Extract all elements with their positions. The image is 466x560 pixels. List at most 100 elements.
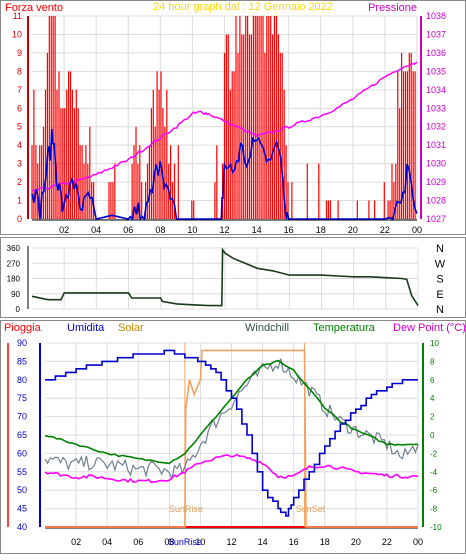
tick-temperature-4: 4	[430, 394, 435, 403]
tick-direction-90: 90	[11, 290, 20, 299]
tick-temp-hour-08: 08	[164, 537, 174, 547]
compass-label-4: N	[436, 304, 444, 316]
temperature-panel-frame	[0, 320, 466, 554]
sunrise-label: SunRise	[169, 504, 203, 514]
legend-pioggia: Pioggia	[4, 322, 42, 334]
tick-pressure-1029: 1029	[426, 177, 446, 187]
legend-temperatura: Temperatura	[313, 322, 376, 334]
tick-wind-5: 5	[17, 122, 22, 132]
compass-label-2: S	[436, 274, 443, 286]
tick-hour-16: 16	[284, 225, 294, 235]
compass-label-0: N	[436, 243, 444, 255]
temperature-humidity-plot: 4045505560657075808590-10-8-6-4-20246810…	[7, 338, 442, 547]
tick-pressure-1028: 1028	[426, 196, 446, 206]
tick-temperature--2: -2	[430, 449, 438, 458]
tick-temp-hour-12: 12	[226, 537, 236, 547]
tick-temp-hour-10: 10	[195, 537, 205, 547]
tick-pressure-1031: 1031	[426, 140, 446, 150]
tick-wind-2: 2	[17, 177, 22, 187]
tick-hour-18: 18	[316, 225, 326, 235]
tick-humidity-40: 40	[17, 522, 27, 532]
tick-temp-hour-02: 02	[71, 537, 81, 547]
tick-temperature--10: -10	[430, 523, 442, 532]
tick-temperature--6: -6	[430, 486, 438, 495]
wind-axis-title: Forza vento	[5, 2, 63, 14]
tick-pressure-1037: 1037	[426, 29, 446, 39]
tick-pressure-1033: 1033	[426, 103, 446, 113]
tick-temp-hour-22: 22	[382, 537, 392, 547]
tick-temperature-6: 6	[430, 376, 435, 385]
humidity-line	[45, 349, 418, 517]
tick-humidity-80: 80	[17, 375, 27, 385]
tick-wind-9: 9	[17, 48, 22, 58]
tick-wind-4: 4	[17, 140, 22, 150]
chart-title: 24 hour graph dal : 12 Gennaio 2022	[153, 1, 333, 13]
tick-hour-20: 20	[348, 225, 358, 235]
tick-hour-14: 14	[252, 225, 262, 235]
tick-wind-7: 7	[17, 85, 22, 95]
tick-hour-00: 00	[412, 225, 422, 235]
tick-wind-1: 1	[17, 196, 22, 206]
tick-humidity-50: 50	[17, 485, 27, 495]
legend-umidita: Umidita	[67, 322, 105, 334]
tick-temp-hour-14: 14	[258, 537, 268, 547]
tick-humidity-65: 65	[17, 430, 27, 440]
tick-direction-270: 270	[7, 259, 21, 268]
tick-wind-0: 0	[17, 214, 22, 224]
tick-temp-hour-06: 06	[133, 537, 143, 547]
tick-wind-3: 3	[17, 159, 22, 169]
tick-hour-22: 22	[380, 225, 390, 235]
tick-hour-06: 06	[123, 225, 133, 235]
tick-temperature-2: 2	[430, 413, 435, 422]
tick-temperature-0: 0	[430, 431, 435, 440]
sunset-label: SunSet	[296, 504, 326, 514]
dew-point-line	[44, 453, 419, 484]
tick-wind-8: 8	[17, 66, 22, 76]
tick-temperature--8: -8	[430, 505, 438, 514]
tick-pressure-1038: 1038	[426, 11, 446, 21]
tick-humidity-90: 90	[17, 338, 27, 348]
windchill-line	[44, 358, 419, 481]
tick-temp-hour-16: 16	[289, 537, 299, 547]
tick-humidity-75: 75	[17, 393, 27, 403]
tick-pressure-1034: 1034	[426, 85, 446, 95]
tick-hour-02: 02	[59, 225, 69, 235]
wind-direction-plot: 360 N 270 W 180 S 90 E 0 N	[7, 243, 446, 316]
legend-solar: Solar	[118, 322, 144, 334]
tick-hour-12: 12	[219, 225, 229, 235]
tick-temperature-10: 10	[430, 339, 439, 348]
tick-humidity-85: 85	[17, 356, 27, 366]
tick-temperature--4: -4	[430, 468, 438, 477]
wind-direction-line	[31, 247, 419, 307]
wind-average-line	[31, 129, 418, 221]
tick-hour-10: 10	[187, 225, 197, 235]
tick-direction-0: 0	[16, 305, 21, 314]
pressure-axis-title: Pressione	[368, 2, 417, 14]
tick-pressure-1032: 1032	[426, 122, 446, 132]
tick-wind-6: 6	[17, 103, 22, 113]
legend-dew-point: Dew Point (°C)	[393, 322, 466, 334]
tick-pressure-1036: 1036	[426, 48, 446, 58]
tick-direction-360: 360	[7, 244, 21, 253]
tick-pressure-1035: 1035	[426, 66, 446, 76]
compass-label-3: E	[436, 289, 443, 301]
tick-temp-hour-04: 04	[102, 537, 112, 547]
tick-temp-hour-00: 00	[413, 537, 423, 547]
tick-humidity-70: 70	[17, 412, 27, 422]
tick-pressure-1027: 1027	[426, 214, 446, 224]
tick-humidity-45: 45	[17, 504, 27, 514]
compass-label-1: W	[435, 258, 446, 270]
pressure-line	[31, 61, 418, 192]
legend-windchill: Windchill	[245, 322, 289, 334]
tick-hour-04: 04	[91, 225, 101, 235]
tick-humidity-55: 55	[17, 467, 27, 477]
sunrise-axis-label: SunRise	[168, 537, 202, 547]
tick-hour-08: 08	[155, 225, 165, 235]
wind-pressure-plot: 0123456789101110271028102910301031103210…	[12, 11, 446, 235]
tick-temp-hour-20: 20	[351, 537, 361, 547]
tick-direction-180: 180	[7, 275, 21, 284]
tick-temperature-8: 8	[430, 357, 435, 366]
tick-temp-hour-18: 18	[320, 537, 330, 547]
